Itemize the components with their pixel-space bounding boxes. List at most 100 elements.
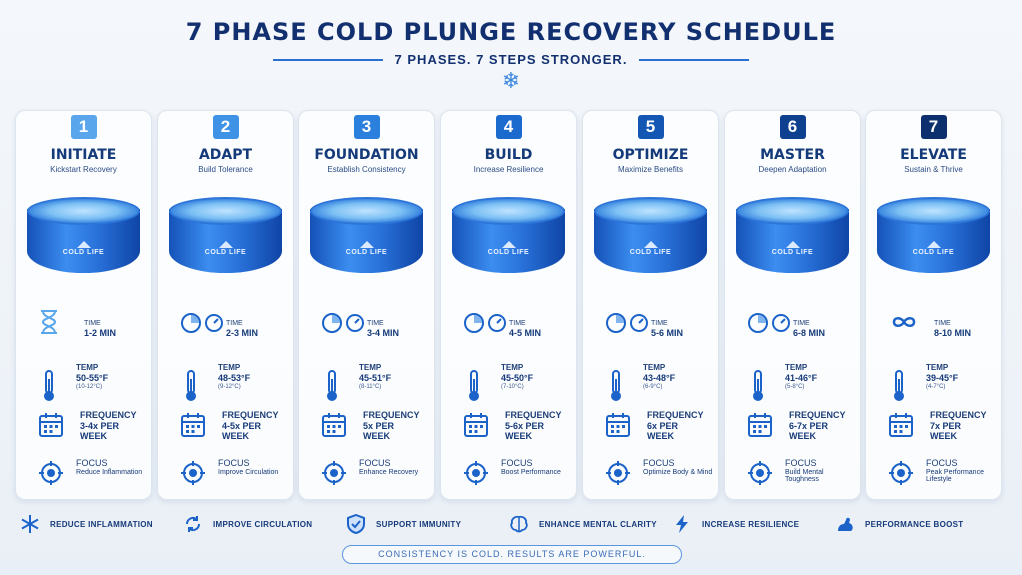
temp-row: TEMP 41-46°F (5-8°C) [725, 363, 860, 405]
frequency-value: 6-7x PER WEEK [789, 421, 829, 441]
cold-plunge-tub-image: COLD LIFE [169, 197, 282, 287]
thermometer-icon [321, 369, 365, 401]
time-label: TIME [84, 320, 101, 327]
phase-number-badge: 6 [779, 115, 806, 139]
cold-plunge-tub-image: COLD LIFE [452, 197, 565, 287]
phase-number-badge: 3 [353, 115, 380, 139]
phase-card: 6 MASTER Deepen Adaptation COLD LIFE TIM… [724, 110, 861, 500]
phase-card: 7 ELEVATE Sustain & Thrive COLD LIFE TIM… [865, 110, 1002, 500]
time-label: TIME [509, 320, 526, 327]
time-value: 4-5 MIN [509, 328, 542, 338]
temp-f-value: 45-51°F [359, 373, 392, 383]
timer-icon [464, 313, 506, 333]
target-icon [605, 460, 649, 490]
target-icon [38, 460, 82, 490]
time-value: 2-3 MIN [226, 328, 259, 338]
brand-label: COLD LIFE [345, 249, 388, 256]
calendar-icon [888, 412, 932, 442]
time-label: TIME [367, 320, 384, 327]
frequency-row: FREQUENCY 6x PER WEEK [583, 406, 718, 448]
temp-c-value: (5-8°C) [785, 384, 805, 390]
shield-icon [346, 513, 366, 535]
temp-c-value: (4-7°C) [926, 384, 946, 390]
frequency-row: FREQUENCY 7x PER WEEK [866, 406, 1001, 448]
mountain-logo-icon [785, 241, 800, 248]
phase-subtitle: Maximize Benefits [618, 165, 683, 174]
temp-c-value: (6-9°C) [643, 384, 663, 390]
snowflake-icon [20, 514, 40, 534]
time-label: TIME [651, 320, 668, 327]
frequency-value: 6x PER WEEK [647, 421, 679, 441]
temp-label: TEMP [76, 363, 99, 372]
benefit-item: SUPPORT IMMUNITY [346, 513, 509, 535]
phase-number-badge: 7 [920, 115, 947, 139]
temp-f-value: 39-45°F [926, 373, 959, 383]
temp-label: TEMP [926, 363, 949, 372]
temp-label: TEMP [501, 363, 524, 372]
time-row: TIME 2-3 MIN [158, 303, 293, 345]
benefit-label: ENHANCE MENTAL CLARITY [539, 519, 657, 529]
frequency-label: FREQUENCY [930, 410, 987, 420]
brand-label: COLD LIFE [771, 249, 814, 256]
infinity-icon [892, 317, 916, 327]
time-row: TIME 5-6 MIN [583, 303, 718, 345]
phase-name: BUILD [484, 147, 533, 163]
brain-icon [509, 514, 529, 534]
phase-card: 4 BUILD Increase Resilience COLD LIFE TI… [440, 110, 577, 500]
benefit-label: IMPROVE CIRCULATION [213, 519, 313, 529]
phase-card: 1 INITIATE Kickstart Recovery COLD LIFE … [15, 110, 152, 500]
tagline: CONSISTENCY IS COLD. RESULTS ARE POWERFU… [342, 545, 682, 564]
temp-label: TEMP [359, 363, 382, 372]
brand-label: COLD LIFE [204, 249, 247, 256]
subtitle-row: 7 PHASES. 7 STEPS STRONGER. [0, 52, 1022, 67]
phase-name: OPTIMIZE [612, 147, 689, 163]
snowflake-icon: ❄ [501, 68, 521, 93]
temp-row: TEMP 45-50°F (7-10°C) [441, 363, 576, 405]
time-label: TIME [793, 320, 810, 327]
phase-subtitle: Increase Resilience [473, 165, 544, 174]
focus-row: FOCUS Peak Performance Lifestyle [866, 454, 1001, 496]
temp-label: TEMP [643, 363, 666, 372]
focus-label: FOCUS [785, 458, 817, 468]
thermometer-icon [180, 369, 224, 401]
timer-icon [322, 313, 364, 333]
benefit-item: INCREASE RESILIENCE [672, 514, 835, 534]
benefit-item: ENHANCE MENTAL CLARITY [509, 514, 672, 534]
phase-card: 5 OPTIMIZE Maximize Benefits COLD LIFE T… [582, 110, 719, 500]
frequency-label: FREQUENCY [647, 410, 704, 420]
calendar-icon [321, 412, 365, 442]
page-title: 7 PHASE COLD PLUNGE RECOVERY SCHEDULE [185, 18, 837, 46]
phase-number-badge: 1 [70, 115, 97, 139]
focus-label: FOCUS [643, 458, 675, 468]
divider [272, 58, 383, 61]
temp-c-value: (7-10°C) [501, 384, 524, 390]
time-label: TIME [934, 320, 951, 327]
benefit-label: REDUCE INFLAMMATION [50, 519, 153, 529]
thermometer-icon [888, 369, 932, 401]
phase-subtitle: Sustain & Thrive [904, 165, 963, 174]
mountain-logo-icon [501, 241, 516, 248]
mountain-logo-icon [76, 241, 91, 248]
focus-row: FOCUS Improve Circulation [158, 454, 293, 496]
cold-plunge-tub-image: COLD LIFE [736, 197, 849, 287]
frequency-label: FREQUENCY [505, 410, 562, 420]
time-row: TIME 8-10 MIN [866, 303, 1001, 345]
mountain-logo-icon [926, 241, 941, 248]
temp-f-value: 48-53°F [218, 373, 251, 383]
header: 7 PHASE COLD PLUNGE RECOVERY SCHEDULE 7 … [0, 18, 1022, 93]
phase-cards: 1 INITIATE Kickstart Recovery COLD LIFE … [15, 110, 1007, 500]
benefit-label: SUPPORT IMMUNITY [376, 519, 462, 529]
focus-label: FOCUS [76, 458, 108, 468]
focus-value: Boost Performance [501, 469, 561, 476]
time-row: TIME 1-2 MIN [16, 303, 151, 345]
frequency-value: 5-6x PER WEEK [505, 421, 545, 441]
time-icon-group [321, 309, 365, 339]
focus-row: FOCUS Reduce Inflammation [16, 454, 151, 496]
focus-value: Optimize Body & Mind [643, 469, 713, 476]
mountain-logo-icon [218, 241, 233, 248]
frequency-row: FREQUENCY 3-4x PER WEEK [16, 406, 151, 448]
benefit-label: PERFORMANCE BOOST [865, 519, 964, 529]
focus-value: Enhance Recovery [359, 469, 419, 476]
target-icon [888, 460, 932, 490]
phase-number-badge: 2 [212, 115, 239, 139]
